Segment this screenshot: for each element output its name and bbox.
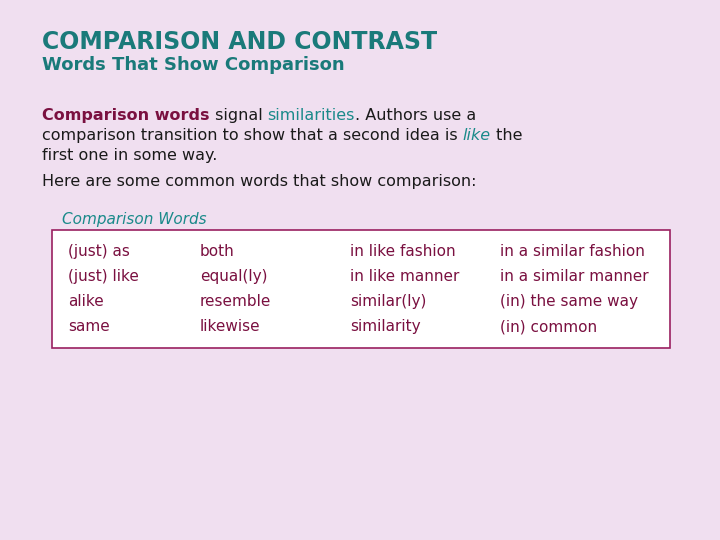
Text: resemble: resemble — [200, 294, 271, 309]
Text: equal(ly): equal(ly) — [200, 269, 268, 284]
Text: Comparison Words: Comparison Words — [62, 212, 207, 227]
Text: (in) common: (in) common — [500, 319, 597, 334]
Text: in like fashion: in like fashion — [350, 244, 456, 259]
Text: Words That Show Comparison: Words That Show Comparison — [42, 56, 345, 74]
Text: (just) as: (just) as — [68, 244, 130, 259]
Text: in a similar fashion: in a similar fashion — [500, 244, 645, 259]
Text: Comparison words: Comparison words — [42, 108, 210, 123]
Text: comparison transition to show that a second idea is: comparison transition to show that a sec… — [42, 128, 463, 143]
Text: (in) the same way: (in) the same way — [500, 294, 638, 309]
Bar — [52, 230, 670, 348]
Text: similar(ly): similar(ly) — [350, 294, 426, 309]
Text: in a similar manner: in a similar manner — [500, 269, 649, 284]
Text: same: same — [68, 319, 109, 334]
Text: . Authors use a: . Authors use a — [355, 108, 476, 123]
Text: likewise: likewise — [200, 319, 261, 334]
Text: signal: signal — [210, 108, 267, 123]
Text: first one in some way.: first one in some way. — [42, 148, 217, 163]
Text: similarity: similarity — [350, 319, 420, 334]
Text: COMPARISON AND CONTRAST: COMPARISON AND CONTRAST — [42, 30, 437, 54]
Text: the: the — [491, 128, 523, 143]
Text: like: like — [463, 128, 491, 143]
Text: both: both — [200, 244, 235, 259]
Text: (just) like: (just) like — [68, 269, 139, 284]
Text: similarities: similarities — [267, 108, 355, 123]
Text: Here are some common words that show comparison:: Here are some common words that show com… — [42, 174, 477, 189]
Text: in like manner: in like manner — [350, 269, 459, 284]
Text: alike: alike — [68, 294, 104, 309]
